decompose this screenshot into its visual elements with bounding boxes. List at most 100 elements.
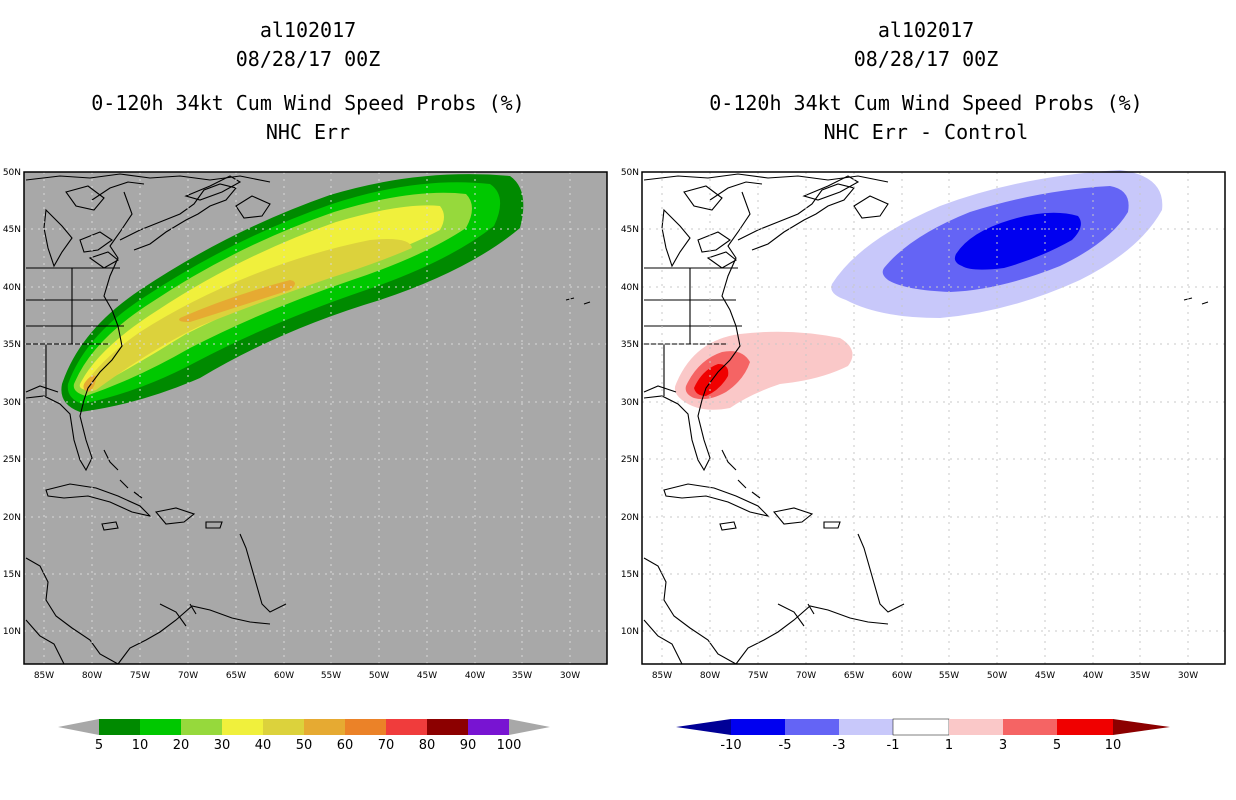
lon-label: 75W [748, 671, 768, 681]
lat-label: 20N [3, 513, 21, 523]
colorbar-label: 60 [337, 738, 354, 753]
colorbar-low-arrow [58, 719, 99, 735]
left-product: 0-120h 34kt Cum Wind Speed Probs (%) [91, 91, 525, 115]
lon-label: 75W [130, 671, 150, 681]
lat-label: 40N [621, 283, 639, 293]
colorbar-label: 1 [945, 738, 953, 753]
lat-label: 15N [3, 570, 21, 580]
lon-label: 60W [892, 671, 912, 681]
colorbar-swatch [140, 719, 181, 735]
colorbar-swatch [427, 719, 468, 735]
lat-label: 50N [621, 168, 639, 178]
colorbar-label: 40 [255, 738, 272, 753]
colorbar-swatch [304, 719, 345, 735]
lon-label: 70W [796, 671, 816, 681]
lat-label: 15N [621, 570, 639, 580]
contour-50 [179, 280, 295, 322]
lon-label: 50W [987, 671, 1007, 681]
left-experiment: NHC Err [265, 120, 351, 144]
left-map-frame [23, 171, 608, 665]
left-gridlines [24, 172, 607, 664]
right-lat-labels: 50N 45N 40N 35N 30N 25N 20N 15N 10N [621, 168, 639, 637]
left-date: 08/28/17 00Z [235, 47, 381, 71]
lon-label: 85W [34, 671, 54, 681]
left-storm-id: al102017 [259, 18, 357, 42]
colorbar-swatch [1003, 719, 1057, 735]
lat-label: 20N [621, 513, 639, 523]
lon-label: 40W [465, 671, 485, 681]
lon-label: 55W [939, 671, 959, 681]
colorbar-swatch [1057, 719, 1113, 735]
lon-label: 50W [369, 671, 389, 681]
colorbar-swatch [222, 719, 263, 735]
lon-label: 35W [1130, 671, 1150, 681]
right-subtitle: 0-120h 34kt Cum Wind Speed Probs (%) NHC… [676, 89, 1176, 147]
colorbar-swatch [468, 719, 509, 735]
right-map-frame [641, 171, 1226, 665]
left-probability-contours [61, 174, 524, 412]
lat-label: 35N [621, 340, 639, 350]
colorbar-label: 5 [95, 738, 103, 753]
colorbar-swatch [181, 719, 222, 735]
lat-label: 50N [3, 168, 21, 178]
colorbar-label: 20 [173, 738, 190, 753]
contour-50-south [83, 375, 96, 392]
colorbar-swatch [785, 719, 839, 735]
lat-label: 40N [3, 283, 21, 293]
lon-label: 65W [844, 671, 864, 681]
contour-pos-5 [694, 364, 729, 396]
right-lon-labels: 85W 80W 75W 70W 65W 60W 55W 50W 45W 40W … [652, 671, 1198, 681]
colorbar-label: -5 [779, 738, 792, 753]
colorbar-label: 30 [214, 738, 231, 753]
colorbar-low-arrow [676, 719, 731, 735]
colorbar-label: 100 [497, 738, 522, 753]
right-experiment: NHC Err - Control [823, 120, 1029, 144]
lon-label: 45W [1035, 671, 1055, 681]
lon-label: 60W [274, 671, 294, 681]
lat-label: 45N [3, 225, 21, 235]
right-product: 0-120h 34kt Cum Wind Speed Probs (%) [709, 91, 1143, 115]
colorbar-swatch [731, 719, 785, 735]
colorbar-swatch [345, 719, 386, 735]
colorbar-swatch [892, 718, 950, 736]
colorbar-label: 90 [460, 738, 477, 753]
lat-label: 30N [3, 398, 21, 408]
colorbar-label: 50 [296, 738, 313, 753]
left-lat-labels: 50N 45N 40N 35N 30N 25N 20N 15N 10N [3, 168, 21, 637]
colorbar-swatch [386, 719, 427, 735]
contour-40 [84, 239, 412, 392]
lon-label: 65W [226, 671, 246, 681]
colorbar-high-arrow [509, 719, 550, 735]
colorbar-label: 10 [132, 738, 149, 753]
left-map-panel: 50N 45N 40N 35N 30N 25N 20N 15N 10N 85W … [3, 168, 608, 753]
right-date: 08/28/17 00Z [853, 47, 999, 71]
colorbar-swatch [263, 719, 304, 735]
colorbar-label: 80 [419, 738, 436, 753]
colorbar-label: 3 [999, 738, 1007, 753]
left-subtitle: 0-120h 34kt Cum Wind Speed Probs (%) NHC… [58, 89, 558, 147]
colorbar-label: -3 [833, 738, 846, 753]
right-colorbar: -10 -5 -3 -1 1 3 5 10 [676, 718, 1170, 753]
colorbar-label: -1 [887, 738, 900, 753]
lat-label: 45N [621, 225, 639, 235]
lon-label: 30W [560, 671, 580, 681]
lon-label: 85W [652, 671, 672, 681]
colorbar-high-arrow [1113, 719, 1170, 735]
lat-label: 30N [621, 398, 639, 408]
lon-label: 80W [700, 671, 720, 681]
right-difference-contours [674, 170, 1163, 410]
lon-label: 80W [82, 671, 102, 681]
lat-label: 35N [3, 340, 21, 350]
colorbar-swatch [839, 719, 893, 735]
lon-label: 35W [512, 671, 532, 681]
lat-label: 25N [621, 455, 639, 465]
colorbar-swatch [949, 719, 1003, 735]
left-lon-labels: 85W 80W 75W 70W 65W 60W 55W 50W 45W 40W … [34, 671, 580, 681]
contour-neg-5 [954, 212, 1081, 270]
lat-label: 10N [3, 627, 21, 637]
right-storm-id: al102017 [877, 18, 975, 42]
lon-label: 45W [417, 671, 437, 681]
colorbar-label: 70 [378, 738, 395, 753]
right-map-panel: 50N 45N 40N 35N 30N 25N 20N 15N 10N 85W … [621, 168, 1226, 753]
left-colorbar: 5 10 20 30 40 50 60 70 80 90 100 [58, 719, 550, 753]
